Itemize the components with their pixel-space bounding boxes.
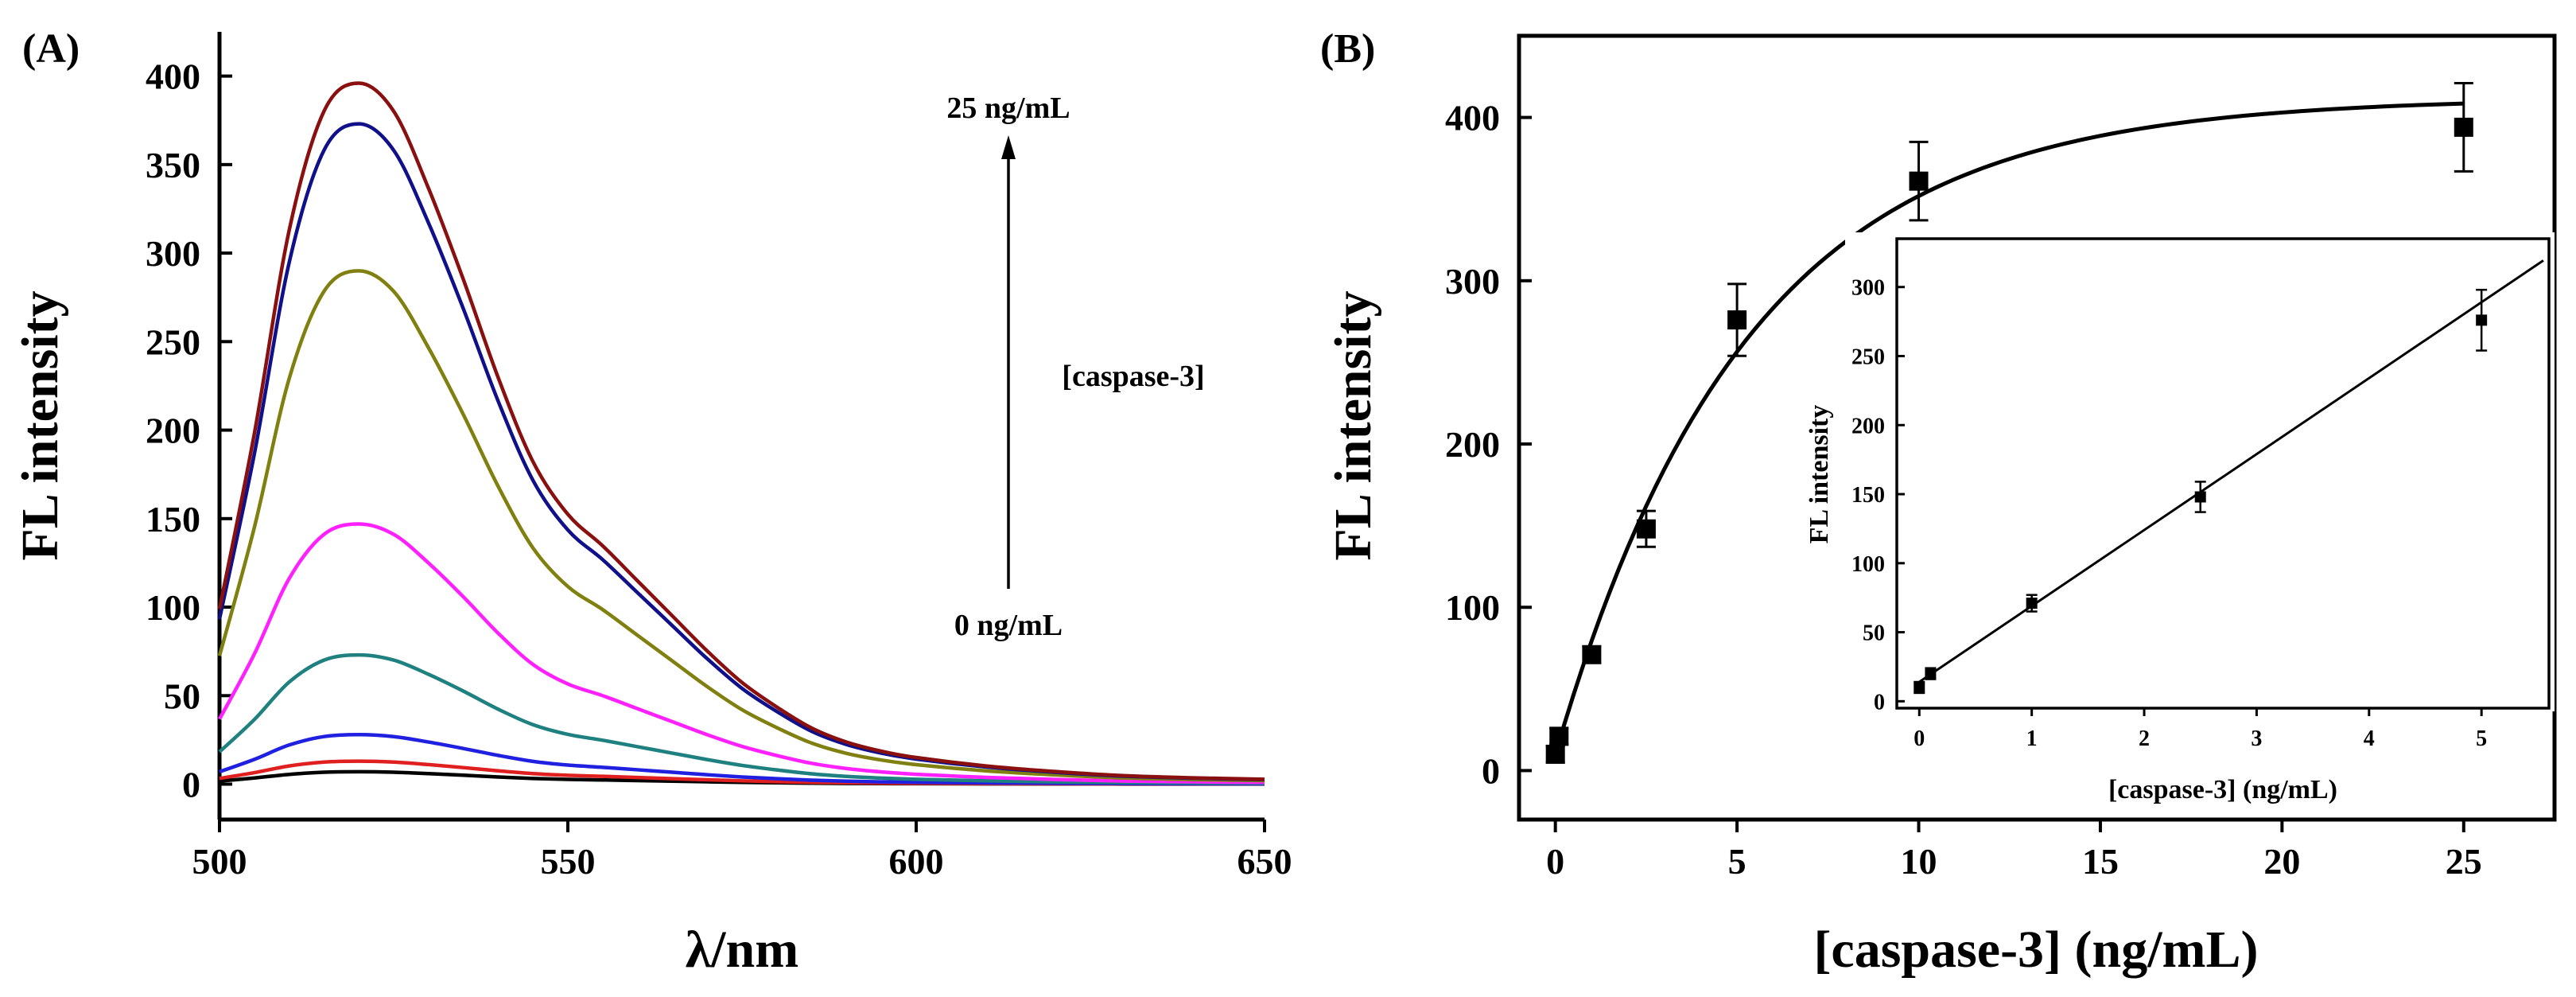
b-data-point [1909, 171, 1929, 191]
b-ytick-label: 400 [1445, 98, 1500, 138]
a-ytick-label: 0 [182, 765, 200, 805]
a-xtick-label: 500 [192, 841, 247, 882]
b-data-point [1636, 519, 1656, 539]
a-ytick-label: 100 [146, 587, 200, 628]
spectrum-line-1-ng-mL [219, 732, 1265, 786]
i-xtick-label: 0 [1914, 726, 1925, 751]
inset-data-point [1914, 681, 1925, 693]
panel-b-xlabel: [caspase-3] (ng/mL) [1813, 921, 2258, 979]
a-ytick-label: 250 [146, 321, 200, 362]
spectrum-line-10-ng-mL [217, 269, 1265, 783]
b-xtick-label: 10 [1901, 841, 1937, 882]
annotation-middle: [caspase-3] [1062, 360, 1204, 393]
b-xtick-label: 15 [2082, 841, 2119, 882]
inset-background [1845, 232, 2555, 711]
i-ytick-label: 100 [1851, 552, 1885, 577]
increase-arrow-head [1001, 135, 1016, 159]
panel-a-ylabel: FL intensity [11, 290, 69, 560]
b-xtick-label: 20 [2263, 841, 2300, 882]
inset-fit-line [1918, 259, 2544, 683]
b-xtick-label: 0 [1546, 841, 1564, 882]
a-ytick-label: 350 [146, 145, 200, 185]
b-data-point [1727, 310, 1747, 330]
inset-data-point [2194, 491, 2206, 503]
i-xtick-label: 2 [2139, 726, 2150, 751]
spectrum-line-2.5-ng-mL [218, 652, 1265, 785]
a-ytick-label: 300 [146, 233, 200, 274]
a-xtick-label: 550 [541, 841, 596, 882]
i-ytick-label: 250 [1851, 345, 1885, 370]
annotation-top: 25 ng/mL [946, 92, 1070, 125]
i-ytick-label: 300 [1851, 276, 1885, 301]
spectrum-line-25-ng-mL [217, 81, 1265, 781]
i-ytick-label: 50 [1863, 621, 1885, 646]
panel-a-xlabel: λ/nm [686, 921, 798, 979]
b-fit-curve [1553, 101, 2464, 755]
annotation-bottom: 0 ng/mL [954, 609, 1063, 642]
a-xtick-label: 650 [1237, 841, 1292, 882]
b-data-point [1545, 744, 1565, 764]
b-data-point [1582, 645, 1602, 664]
panel-a-label: (A) [22, 26, 80, 72]
panel-a: (A) 0 50 100 150 200 250 300 350 400 500 550 600 65… [11, 26, 1292, 979]
spectrum-line-5-ng-mL [218, 522, 1265, 785]
b-ytick-label: 0 [1482, 750, 1500, 791]
i-xtick-label: 1 [2026, 726, 2038, 751]
b-ytick-label: 300 [1445, 261, 1500, 302]
inset-frame [1895, 237, 2551, 710]
a-ytick-label: 50 [164, 676, 200, 716]
a-xtick-label: 600 [889, 841, 944, 882]
b-data-point [2454, 117, 2473, 137]
i-xtick-label: 5 [2476, 726, 2487, 751]
b-data-point [1549, 726, 1569, 746]
i-xtick-label: 4 [2364, 726, 2375, 751]
b-xtick-label: 5 [1728, 841, 1746, 882]
inset-ylabel: FL intensity [1805, 405, 1834, 544]
inset-chart: 0 50 100 150 200 250 300 0 1 2 3 4 5 FL intensity [… [1805, 232, 2555, 804]
b-ytick-label: 200 [1445, 424, 1500, 465]
panel-b-label: (B) [1320, 26, 1375, 72]
a-ytick-label: 400 [146, 56, 200, 97]
b-ytick-label: 100 [1445, 587, 1500, 628]
a-ytick-label: 200 [146, 411, 200, 451]
inset-data-point [1925, 668, 1937, 680]
i-xtick-label: 3 [2251, 726, 2262, 751]
inset-xlabel: [caspase-3] (ng/mL) [2108, 775, 2337, 804]
i-ytick-label: 150 [1851, 483, 1885, 508]
b-xtick-label: 25 [2446, 841, 2482, 882]
panel-b-ylabel: FL intensity [1324, 290, 1382, 560]
inset-data-point [2026, 598, 2038, 609]
a-ytick-label: 150 [146, 499, 200, 539]
i-ytick-label: 0 [1874, 690, 1885, 715]
i-ytick-label: 200 [1851, 414, 1885, 438]
inset-data-point [2476, 314, 2488, 326]
